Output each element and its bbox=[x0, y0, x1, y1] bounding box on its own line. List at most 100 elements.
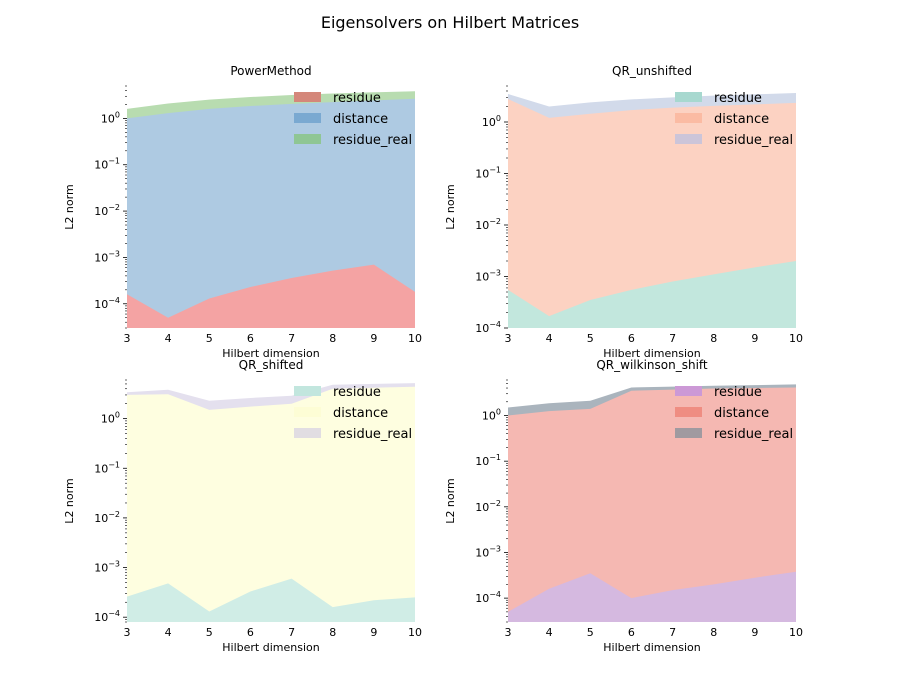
x-tick-label: 5 bbox=[587, 626, 594, 639]
x-tick-label: 8 bbox=[710, 626, 717, 639]
legend-swatch-distance bbox=[294, 407, 321, 417]
x-tick-label: 9 bbox=[751, 626, 758, 639]
y-tick-label: 10−1 bbox=[94, 460, 120, 475]
area-distance bbox=[508, 99, 796, 328]
x-tick-label: 6 bbox=[247, 626, 254, 639]
legend-swatch-residue bbox=[294, 386, 321, 396]
y-tick-label: 10−1 bbox=[475, 453, 501, 468]
x-tick-label: 6 bbox=[628, 626, 635, 639]
y-tick-label: 100 bbox=[101, 411, 120, 426]
legend-swatch-residue bbox=[675, 92, 702, 102]
x-tick-label: 7 bbox=[669, 332, 676, 345]
x-tick-label: 10 bbox=[789, 332, 803, 345]
x-tick-label: 5 bbox=[587, 332, 594, 345]
y-axis-label: L2 norm bbox=[444, 478, 457, 523]
area-residue bbox=[508, 571, 796, 622]
x-tick-label: 6 bbox=[628, 332, 635, 345]
y-tick-label: 10−3 bbox=[475, 268, 501, 283]
x-tick-label: 10 bbox=[789, 626, 803, 639]
x-tick-label: 7 bbox=[288, 626, 295, 639]
y-tick-label: 10−2 bbox=[94, 203, 120, 218]
x-tick-label: 8 bbox=[329, 626, 336, 639]
legend-label-residue-real: residue_real bbox=[714, 427, 793, 442]
y-tick-label: 10−3 bbox=[94, 249, 120, 264]
x-tick-label: 4 bbox=[546, 332, 553, 345]
y-tick-label: 10−2 bbox=[94, 510, 120, 525]
legend-label-residue-real: residue_real bbox=[333, 133, 412, 148]
x-tick-label: 7 bbox=[288, 332, 295, 345]
legend-label-residue: residue bbox=[714, 91, 762, 106]
area-distance bbox=[508, 387, 796, 622]
x-tick-label: 8 bbox=[710, 332, 717, 345]
subplot-title: PowerMethod bbox=[230, 64, 311, 78]
y-axis-label: L2 norm bbox=[444, 184, 457, 229]
subplot-title: QR_shifted bbox=[239, 358, 304, 372]
area-residue bbox=[508, 261, 796, 328]
x-tick-label: 5 bbox=[206, 332, 213, 345]
chart-panel-3: QR_shifted 3 4 5 6 7 8 9 10 Hilbert dimension 10−4… bbox=[63, 358, 422, 654]
area-distance bbox=[127, 386, 415, 622]
y-tick-label: 10−4 bbox=[94, 609, 120, 624]
charts-container: PowerMethod 3 4 5 6 7 8 9 10 Hilbert dimension 10−… bbox=[63, 64, 803, 654]
x-tick-label: 3 bbox=[124, 626, 131, 639]
chart-panel-2: QR_unshifted 3 4 5 6 7 8 9 10 Hilbert dimension 10… bbox=[444, 64, 803, 360]
y-axis-label: L2 norm bbox=[63, 184, 76, 229]
x-tick-label: 4 bbox=[165, 332, 172, 345]
subplot-title: QR_unshifted bbox=[612, 64, 692, 78]
x-axis-label: Hilbert dimension bbox=[222, 641, 319, 654]
y-tick-label: 10−4 bbox=[94, 296, 120, 311]
x-tick-label: 3 bbox=[505, 332, 512, 345]
y-tick-label: 10−1 bbox=[94, 157, 120, 172]
legend-swatch-residue-real bbox=[294, 428, 321, 438]
x-axis-label: Hilbert dimension bbox=[222, 347, 319, 360]
area-residue bbox=[127, 578, 415, 622]
legend-swatch-residue-real bbox=[675, 428, 702, 438]
y-tick-label: 10−4 bbox=[475, 590, 501, 605]
y-axis-label: L2 norm bbox=[63, 478, 76, 523]
y-tick-label: 10−1 bbox=[475, 165, 501, 180]
x-tick-label: 10 bbox=[408, 332, 422, 345]
y-tick-label: 10−4 bbox=[475, 320, 501, 335]
legend-swatch-distance bbox=[675, 407, 702, 417]
legend-label-distance: distance bbox=[714, 406, 769, 421]
x-tick-label: 9 bbox=[370, 332, 377, 345]
y-tick-label: 10−2 bbox=[475, 499, 501, 514]
x-tick-label: 7 bbox=[669, 626, 676, 639]
x-tick-label: 9 bbox=[751, 332, 758, 345]
legend-label-distance: distance bbox=[333, 406, 388, 421]
y-tick-label: 100 bbox=[101, 110, 120, 125]
legend-label-residue: residue bbox=[333, 385, 381, 400]
x-tick-label: 9 bbox=[370, 626, 377, 639]
legend-label-residue: residue bbox=[714, 385, 762, 400]
y-tick-label: 10−3 bbox=[475, 544, 501, 559]
x-tick-label: 3 bbox=[124, 332, 131, 345]
x-tick-label: 3 bbox=[505, 626, 512, 639]
subplot-title: QR_wilkinson_shift bbox=[596, 358, 708, 372]
legend-swatch-residue bbox=[675, 386, 702, 396]
figure-title: Eigensolvers on Hilbert Matrices bbox=[321, 13, 579, 32]
y-tick-label: 10−3 bbox=[94, 560, 120, 575]
area-residue bbox=[127, 264, 415, 328]
legend-label-residue: residue bbox=[333, 91, 381, 106]
y-tick-label: 10−2 bbox=[475, 217, 501, 232]
legend-label-distance: distance bbox=[714, 112, 769, 127]
y-tick-label: 100 bbox=[482, 408, 501, 423]
legend-swatch-residue-real bbox=[294, 134, 321, 144]
x-tick-label: 8 bbox=[329, 332, 336, 345]
x-tick-label: 10 bbox=[408, 626, 422, 639]
legend-swatch-residue-real bbox=[675, 134, 702, 144]
x-tick-label: 5 bbox=[206, 626, 213, 639]
x-axis-label: Hilbert dimension bbox=[603, 641, 700, 654]
x-tick-label: 4 bbox=[546, 626, 553, 639]
x-axis-label: Hilbert dimension bbox=[603, 347, 700, 360]
legend-label-residue-real: residue_real bbox=[714, 133, 793, 148]
x-tick-label: 6 bbox=[247, 332, 254, 345]
legend-label-residue-real: residue_real bbox=[333, 427, 412, 442]
chart-panel-4: QR_wilkinson_shift 3 4 5 6 7 8 9 10 Hilbert dimen… bbox=[444, 358, 803, 654]
legend-swatch-distance bbox=[675, 113, 702, 123]
x-tick-label: 4 bbox=[165, 626, 172, 639]
legend-label-distance: distance bbox=[333, 112, 388, 127]
chart-panel-1: PowerMethod 3 4 5 6 7 8 9 10 Hilbert dimension 10−… bbox=[63, 64, 422, 360]
y-tick-label: 100 bbox=[482, 114, 501, 129]
